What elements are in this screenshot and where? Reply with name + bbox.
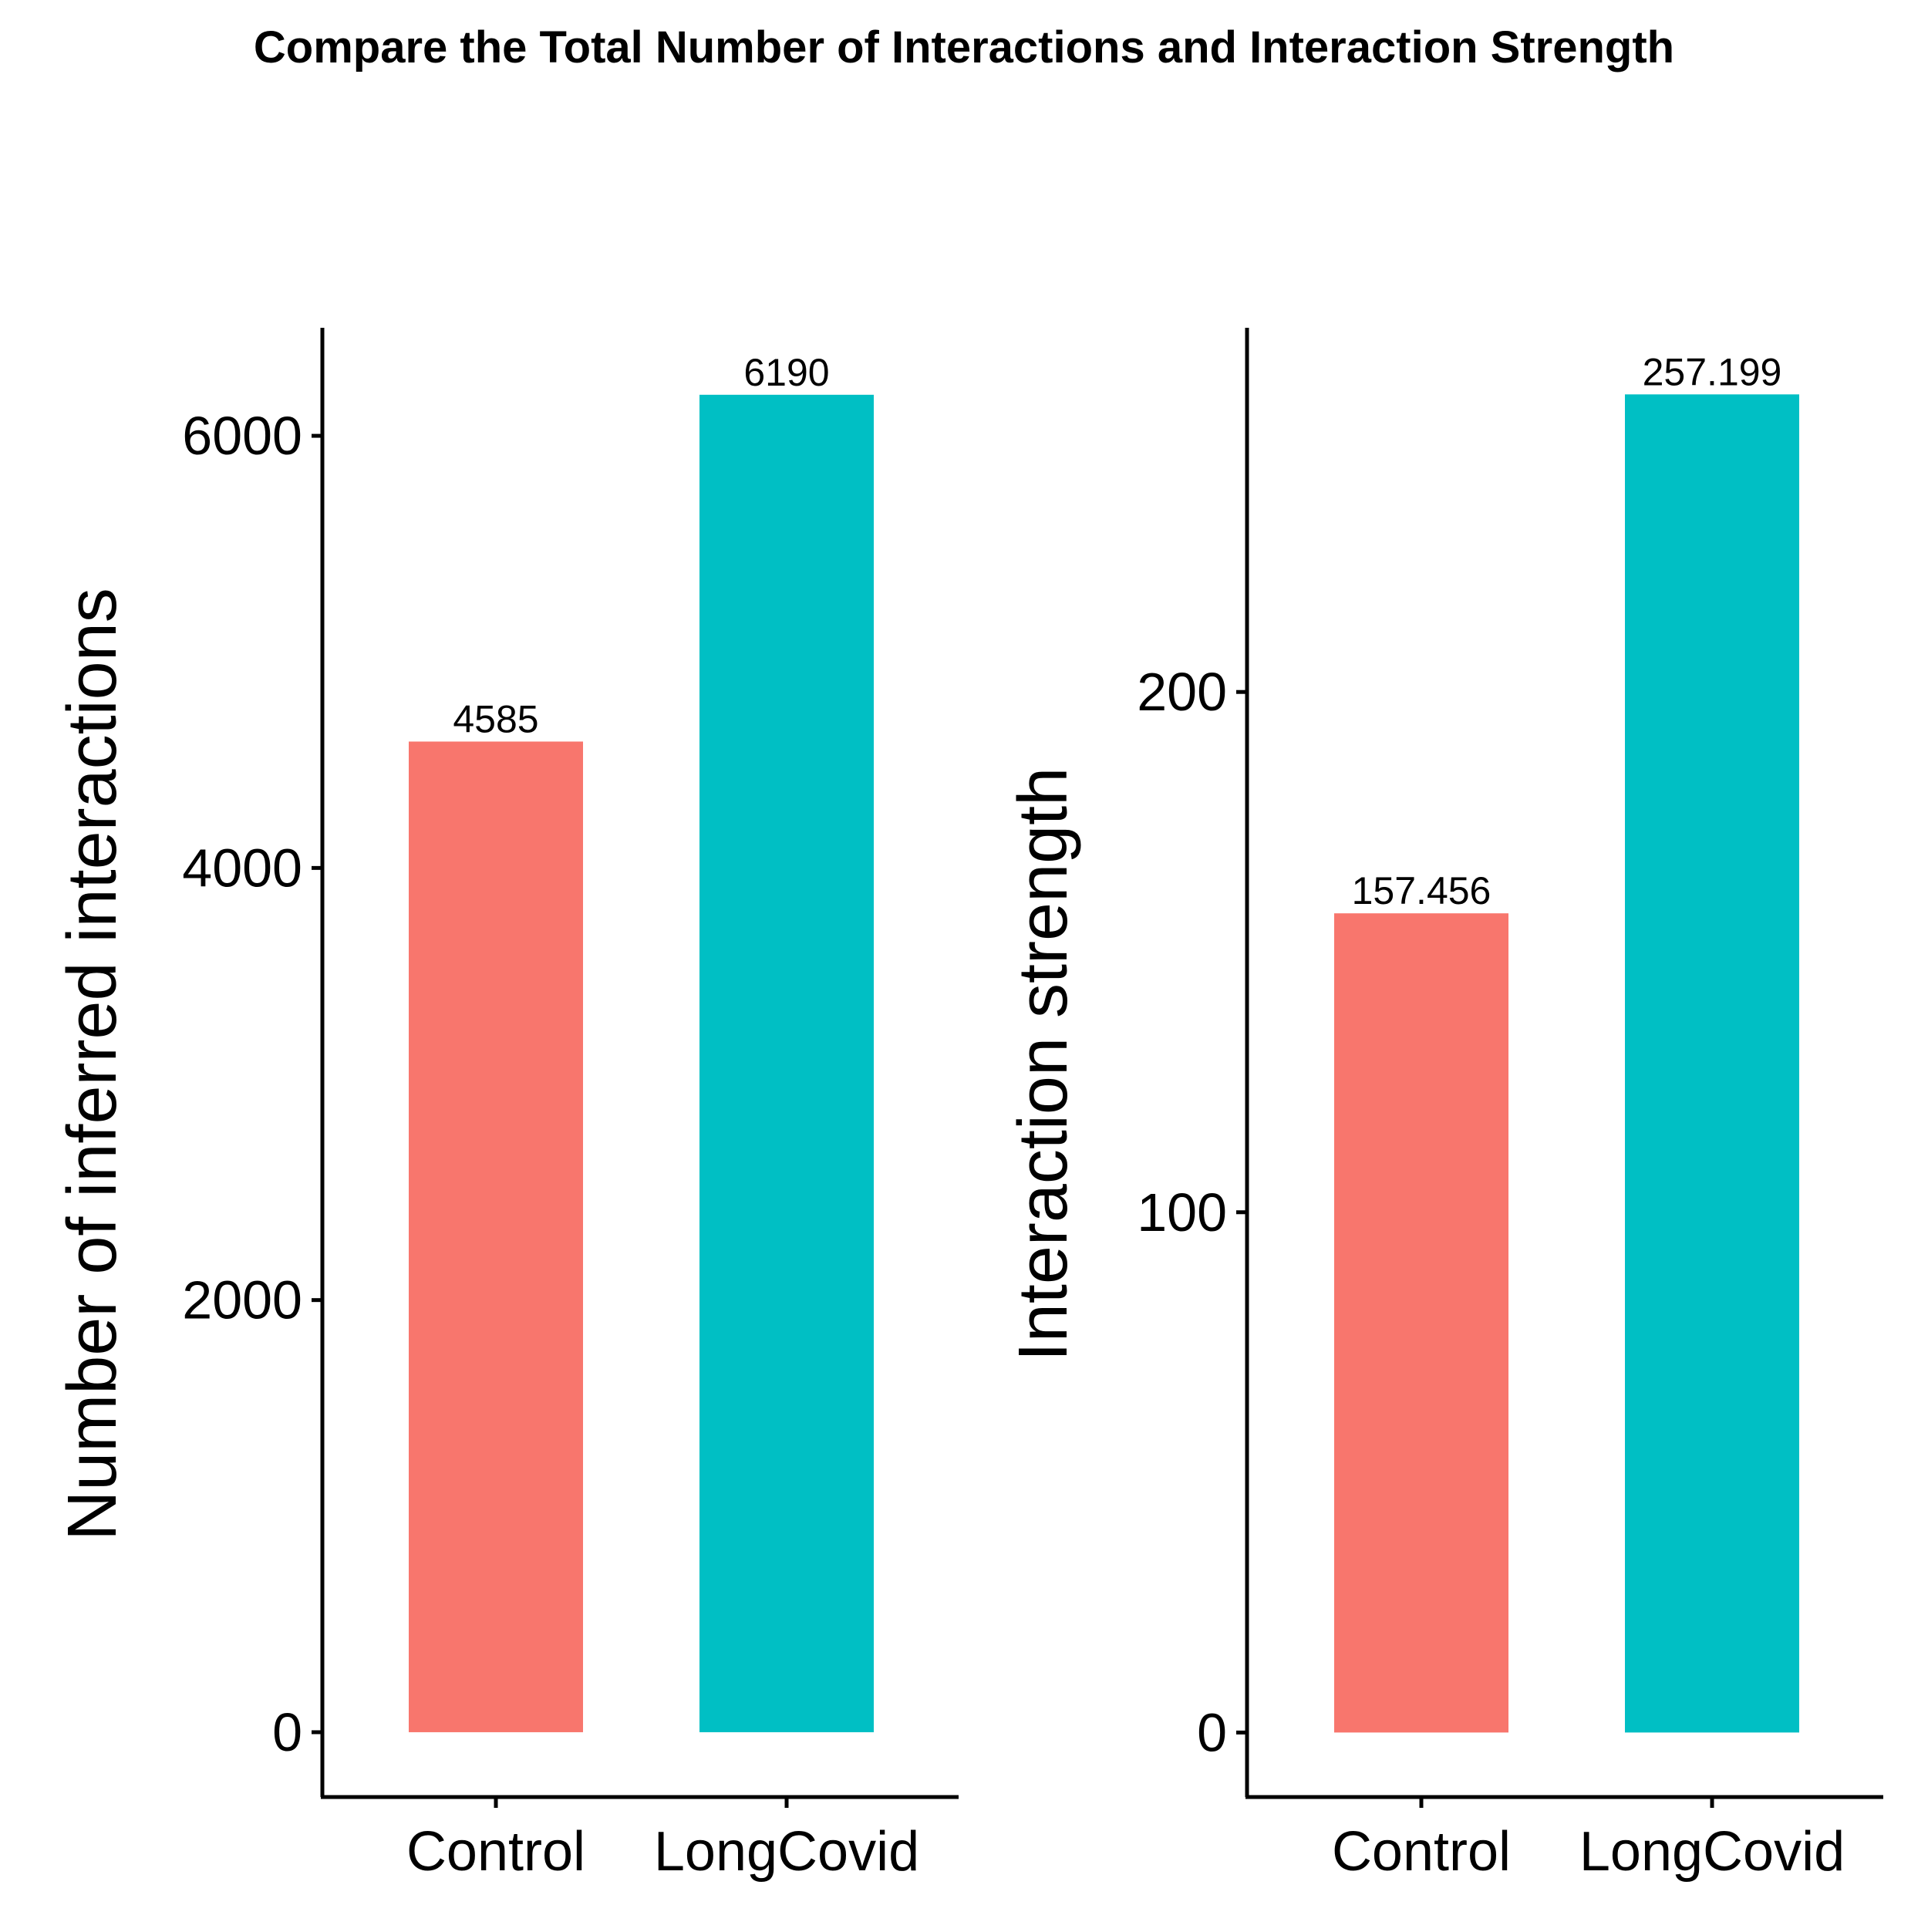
y-tick-label: 4000 [182, 838, 302, 898]
bar-longcovid [1625, 394, 1799, 1733]
x-tick-label: LongCovid [654, 1821, 919, 1883]
data-label: 6190 [743, 351, 829, 394]
y-axis-title: Number of inferred interactions [54, 588, 131, 1541]
y-tick-label: 2000 [182, 1270, 302, 1330]
bar-control [1334, 913, 1508, 1733]
y-tick-label: 100 [1137, 1182, 1227, 1242]
bar-longcovid [699, 394, 874, 1732]
y-axis-title: Interaction strength [1005, 767, 1082, 1361]
panel-interaction-strength: 0 100 200 157.456 Control 257.199 LongCovid Int… [1005, 328, 1883, 1883]
data-label: 157.456 [1352, 869, 1492, 912]
x-tick-label: Control [1332, 1821, 1511, 1883]
y-tick-label: 6000 [182, 406, 302, 466]
x-tick-label: Control [406, 1821, 585, 1883]
data-label: 4585 [453, 697, 538, 740]
data-label: 257.199 [1643, 350, 1782, 393]
y-tick-label: 0 [272, 1702, 302, 1762]
panel-interaction-count: 0 2000 4000 6000 4585 Control 6190 LongCovid Num… [54, 328, 959, 1883]
x-tick-label: LongCovid [1579, 1821, 1845, 1883]
figure-title: Compare the Total Number of Interactions… [253, 22, 1675, 72]
y-tick-label: 200 [1137, 662, 1227, 722]
bar-control [409, 741, 583, 1732]
y-tick-label: 0 [1197, 1702, 1227, 1762]
